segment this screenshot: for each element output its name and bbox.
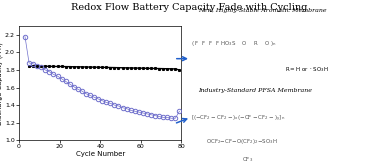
Text: $\mathsf{[(-CF_2-CF_2-)_x(-CF-CF_2-)_y]_n}$: $\mathsf{[(-CF_2-CF_2-)_x(-CF-CF_2-)_y]_… [191,114,285,124]
Text: $\mathsf{R = H\ or\ \cdot SO_3H}$: $\mathsf{R = H\ or\ \cdot SO_3H}$ [285,65,329,74]
Text: Redox Flow Battery Capacity Fade with Cycling: Redox Flow Battery Capacity Fade with Cy… [71,3,307,12]
Y-axis label: Discharge Capacity (A h): Discharge Capacity (A h) [0,42,3,125]
X-axis label: Cycle Number: Cycle Number [76,151,125,157]
Text: Industry-Standard PFSA Membrane: Industry-Standard PFSA Membrane [198,88,313,93]
Text: New, Highly-Stable Aromatic Membrane: New, Highly-Stable Aromatic Membrane [198,8,327,13]
Text: $\mathsf{(\ F\ \ F\ \ F\ \ F\ HO_3S\ \ \ \ O\ \ \ \ R\ \ \ \ O\ )_n}$: $\mathsf{(\ F\ \ F\ \ F\ \ F\ HO_3S\ \ \… [191,39,277,48]
Text: $\mathsf{OCF_2{-}CF{-}O(CF_2)_2{-}SO_3H}$: $\mathsf{OCF_2{-}CF{-}O(CF_2)_2{-}SO_3H}… [206,137,278,146]
Text: $\mathsf{CF_3}$: $\mathsf{CF_3}$ [242,155,253,163]
